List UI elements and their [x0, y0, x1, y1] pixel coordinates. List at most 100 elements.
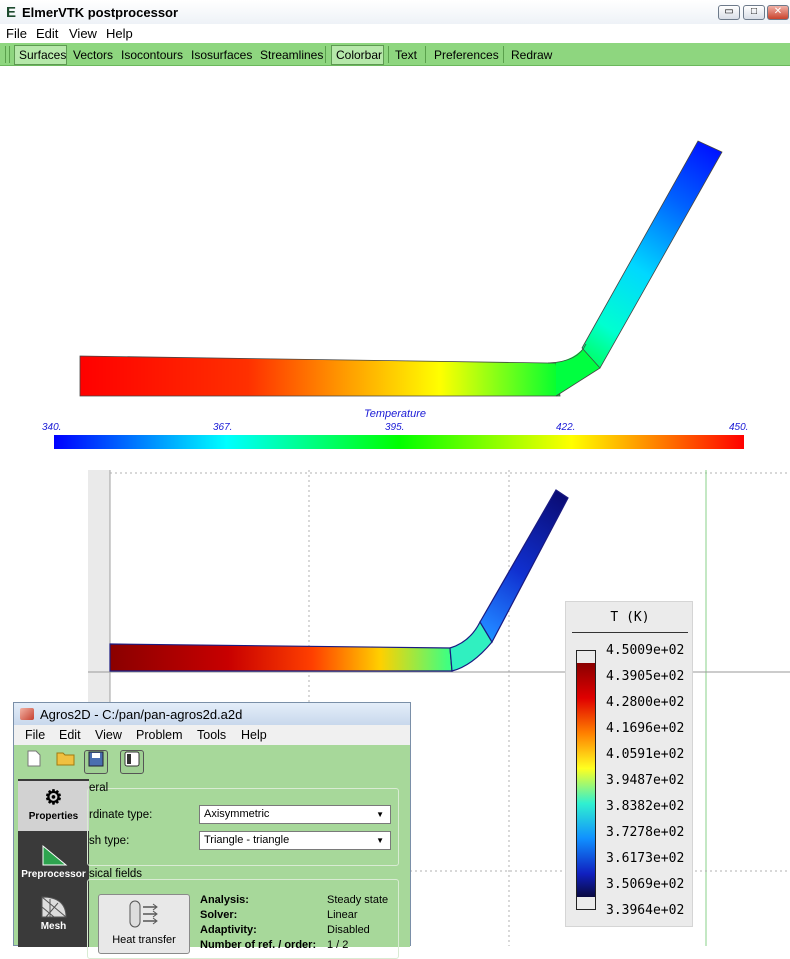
agros-geometry-horizontal [109, 643, 453, 672]
sidebar-item-mesh[interactable]: Mesh [18, 891, 89, 941]
sidebar-item-label: Mesh [40, 921, 67, 932]
colorbar-tick: 422. [556, 422, 576, 433]
gear-icon: ⚙ [44, 787, 63, 809]
coordinate-type-select[interactable]: Axisymmetric ▼ [199, 805, 391, 824]
sidebar-item-label: Properties [28, 811, 79, 822]
legend-label: 3.9487e+02 [606, 773, 685, 788]
tool-preferences[interactable]: Preferences [434, 48, 499, 62]
elmer-title-bar: E ElmerVTK postprocessor ▭ □ ✕ [0, 0, 790, 24]
refinement-order-value: 1 / 2 [327, 939, 349, 951]
agros-logo-icon [20, 708, 34, 720]
panel-toggle-icon[interactable] [120, 750, 144, 774]
agros-properties-panel: eral rdinate type: Axisymmetric ▼ sh typ… [87, 779, 410, 959]
menu-edit[interactable]: Edit [36, 26, 59, 41]
general-group-title: eral [89, 782, 109, 794]
legend-label: 4.0591e+02 [606, 747, 685, 762]
agros-title-bar: Agros2D - C:/pan/pan-agros2d.a2d [14, 703, 410, 725]
refinement-order-label: Number of ref. / order: [200, 939, 317, 951]
sidebar-item-preprocessor[interactable]: Preprocessor [18, 839, 89, 889]
toolbar-grip [9, 46, 10, 63]
chevron-down-icon: ▼ [376, 810, 384, 819]
elmer-geometry-diagonal [581, 140, 723, 369]
colorbar-tick: 450. [729, 422, 749, 433]
legend-label: 4.2800e+02 [606, 695, 685, 710]
triangle-ruler-icon [39, 843, 69, 869]
menu-help[interactable]: Help [106, 26, 133, 41]
sidebar-item-properties[interactable]: ⚙ Properties [18, 781, 89, 831]
open-folder-icon[interactable] [54, 750, 78, 774]
colorbar-title: Temperature [364, 408, 426, 420]
agros-menu-file[interactable]: File [25, 728, 46, 742]
colorbar-tick: 395. [385, 422, 405, 433]
menu-file[interactable]: File [6, 26, 27, 41]
tool-isocontours[interactable]: Isocontours [121, 48, 184, 62]
solver-label: Solver: [200, 909, 238, 921]
coordinate-type-label: rdinate type: [89, 809, 153, 821]
colorbar-tick: 340. [42, 422, 62, 433]
toolbar-separator [425, 46, 426, 63]
elmer-temperature-plot [79, 140, 723, 397]
legend-label: 3.5069e+02 [606, 877, 685, 892]
maximize-button[interactable]: □ [743, 5, 765, 20]
elmer-logo-icon: E [6, 4, 17, 21]
minimize-button[interactable]: ▭ [718, 5, 740, 20]
analysis-label: Analysis: [200, 894, 249, 906]
physical-fields-title: sical fields [89, 868, 143, 880]
legend-label: 3.8382e+02 [606, 799, 685, 814]
tool-surfaces[interactable]: Surfaces [19, 48, 67, 62]
agros-menu-problem[interactable]: Problem [136, 728, 183, 742]
legend-label: 4.3905e+02 [606, 669, 685, 684]
heat-transfer-button[interactable]: Heat transfer [98, 894, 190, 954]
mesh-type-label: sh type: [89, 835, 130, 847]
elmer-window: E ElmerVTK postprocessor ▭ □ ✕ File Edit… [0, 0, 790, 478]
legend-gradient [576, 650, 596, 910]
new-file-icon[interactable] [22, 750, 46, 774]
tool-isosurfaces[interactable]: Isosurfaces [191, 48, 253, 62]
colorbar-pressed-frame [331, 45, 384, 65]
legend-label: 3.3964e+02 [606, 903, 685, 918]
mesh-type-value: Triangle - triangle [204, 834, 290, 846]
tool-vectors[interactable]: Vectors [73, 48, 114, 62]
mesh-icon [39, 895, 69, 921]
legend-label: 3.7278e+02 [606, 825, 685, 840]
mesh-type-select[interactable]: Triangle - triangle ▼ [199, 831, 391, 850]
tool-text[interactable]: Text [395, 48, 418, 62]
toolbar-separator [388, 46, 389, 63]
colorbar-tick: 367. [213, 422, 233, 433]
agros-mode-sidebar: ⚙ Properties Preprocessor Mesh [18, 779, 89, 947]
chevron-down-icon: ▼ [376, 836, 384, 845]
colorbar-gradient [54, 435, 744, 449]
agros-menu-edit[interactable]: Edit [59, 728, 81, 742]
tool-colorbar[interactable]: Colorbar [336, 48, 383, 62]
agros-menu-help[interactable]: Help [241, 728, 267, 742]
elmer-geometry-horizontal [79, 355, 561, 397]
agros-menu-bar: File Edit View Problem Tools Help [14, 725, 410, 745]
close-button[interactable]: ✕ [767, 5, 789, 20]
agros-window: Agros2D - C:/pan/pan-agros2d.a2d File Ed… [13, 702, 411, 959]
adaptivity-value: Disabled [327, 924, 370, 936]
agros-menu-tools[interactable]: Tools [197, 728, 227, 742]
tool-streamlines[interactable]: Streamlines [260, 48, 324, 62]
save-icon[interactable] [84, 750, 108, 774]
elmer-menu-bar: File Edit View Help [0, 24, 790, 43]
elmer-render-view[interactable]: Temperature 340. 367. 395. 422. 450. [0, 66, 790, 478]
legend-title: T (K) [610, 610, 650, 625]
agros-toolbar [14, 745, 410, 779]
agros-colorbar-legend: T (K) 4.5009e+02 4.3905e+02 4.2800e+02 4… [565, 601, 693, 927]
tool-redraw[interactable]: Redraw [511, 48, 553, 62]
heat-transfer-icon [129, 900, 158, 928]
elmer-toolbar: Surfaces Vectors Isocontours Isosurfaces… [0, 43, 790, 66]
solver-value: Linear [327, 909, 358, 921]
agros-menu-view[interactable]: View [95, 728, 122, 742]
toolbar-separator [503, 46, 504, 63]
surfaces-pressed-frame [14, 45, 67, 65]
toolbar-grip [5, 46, 6, 63]
legend-label: 4.5009e+02 [606, 643, 685, 658]
general-group [87, 788, 399, 866]
menu-view[interactable]: View [69, 26, 97, 41]
legend-label: 4.1696e+02 [606, 721, 685, 736]
elmer-window-title: ElmerVTK postprocessor [22, 5, 179, 20]
coordinate-type-value: Axisymmetric [204, 808, 270, 820]
legend-label: 3.6173e+02 [606, 851, 685, 866]
analysis-value: Steady state [327, 894, 389, 906]
